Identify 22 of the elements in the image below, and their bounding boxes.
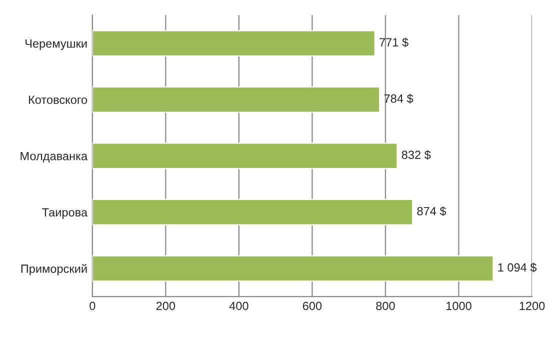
- data-label: 874 $: [417, 206, 446, 216]
- data-label: 784 $: [384, 94, 414, 104]
- y-tick-label: Таирова: [42, 208, 88, 219]
- data-label: 1 094 $: [498, 262, 537, 272]
- y-tick-label: Черемушки: [26, 39, 87, 50]
- x-tick-label: 800: [376, 302, 395, 310]
- x-tick-label: 600: [302, 302, 322, 310]
- x-tick-label: 1200: [520, 302, 545, 310]
- y-tick-label: Приморский: [21, 264, 87, 276]
- x-tick-label: 400: [229, 302, 248, 310]
- data-label: 832 $: [402, 150, 431, 160]
- x-tick-label: 1000: [446, 302, 472, 310]
- y-tick-label: Котовского: [28, 96, 88, 104]
- data-label: 771 $: [380, 38, 408, 48]
- bar: [92, 255, 494, 282]
- bar: [92, 30, 376, 57]
- x-tick-label: 200: [156, 302, 176, 310]
- y-tick-label: Молдаванка: [20, 152, 88, 162]
- x-tick-label: 0: [90, 302, 96, 310]
- bar: [92, 142, 398, 170]
- bar: [92, 86, 380, 113]
- bar: [92, 198, 414, 226]
